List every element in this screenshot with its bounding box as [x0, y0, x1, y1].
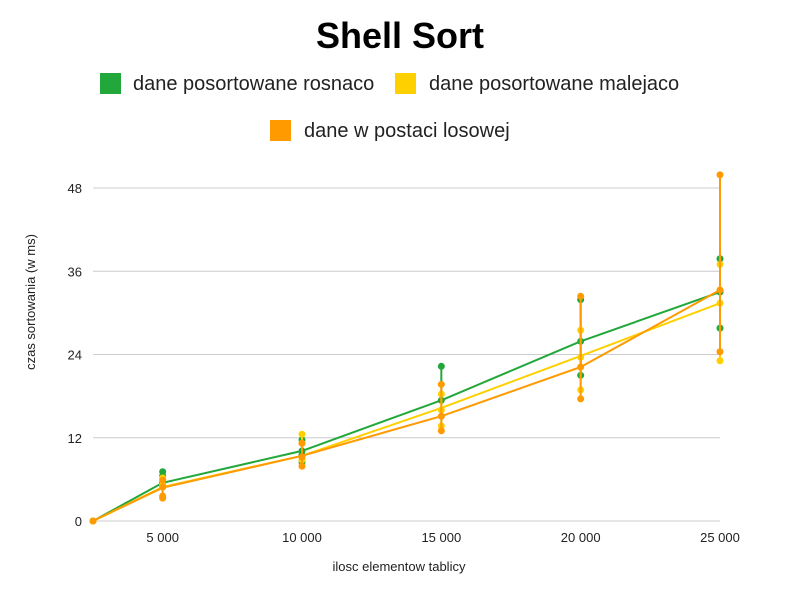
legend-swatch-yellow [395, 73, 416, 94]
chart-title: Shell Sort [316, 15, 484, 56]
legend-item-malejaco: dane posortowane malejaco [395, 73, 679, 95]
data-point [159, 494, 167, 502]
y-tick-label: 12 [68, 431, 82, 446]
data-point [437, 380, 445, 388]
y-axis-title: czas sortowania (w ms) [23, 234, 38, 370]
x-tick-label: 5 000 [146, 530, 179, 545]
data-point [716, 348, 724, 356]
data-point [716, 286, 724, 294]
x-tick-label: 20 000 [561, 530, 601, 545]
series-line [92, 289, 721, 522]
data-point [159, 483, 167, 491]
x-tick-label: 10 000 [282, 530, 322, 545]
x-tick-label: 25 000 [700, 530, 740, 545]
gridlines [93, 187, 720, 522]
legend-label-losowej: dane w postaci losowej [304, 120, 510, 142]
data-point [577, 363, 585, 371]
y-axis-ticks: 0 12 24 36 48 [68, 181, 82, 529]
data-point [577, 292, 585, 300]
x-axis-ticks: 5 000 10 000 15 000 20 000 25 000 [146, 530, 739, 545]
legend: dane posortowane rosnaco dane posortowan… [100, 73, 679, 142]
legend-swatch-green [100, 73, 121, 94]
legend-swatch-orange [270, 120, 291, 141]
data-point [716, 357, 724, 365]
data-point [437, 427, 445, 435]
x-tick-label: 15 000 [421, 530, 461, 545]
data-point [577, 395, 585, 403]
x-axis-title: ilosc elementow tablicy [333, 559, 466, 574]
legend-item-rosnaco: dane posortowane rosnaco [100, 73, 374, 95]
data-point [437, 412, 445, 420]
series-3 [89, 171, 724, 525]
data-point [89, 517, 97, 525]
series-layer [89, 171, 724, 525]
legend-label-malejaco: dane posortowane malejaco [429, 73, 679, 95]
data-point [437, 362, 445, 370]
series-line [92, 291, 721, 522]
data-point [716, 171, 724, 179]
data-point [298, 462, 306, 470]
data-point [298, 430, 306, 438]
data-point [298, 453, 306, 461]
legend-item-losowej: dane w postaci losowej [270, 120, 510, 142]
y-tick-label: 36 [68, 264, 82, 279]
y-tick-label: 24 [68, 348, 82, 363]
data-point [159, 476, 167, 484]
y-tick-label: 0 [75, 514, 82, 529]
y-tick-label: 48 [68, 181, 82, 196]
legend-label-rosnaco: dane posortowane rosnaco [133, 73, 374, 95]
data-point [298, 439, 306, 447]
